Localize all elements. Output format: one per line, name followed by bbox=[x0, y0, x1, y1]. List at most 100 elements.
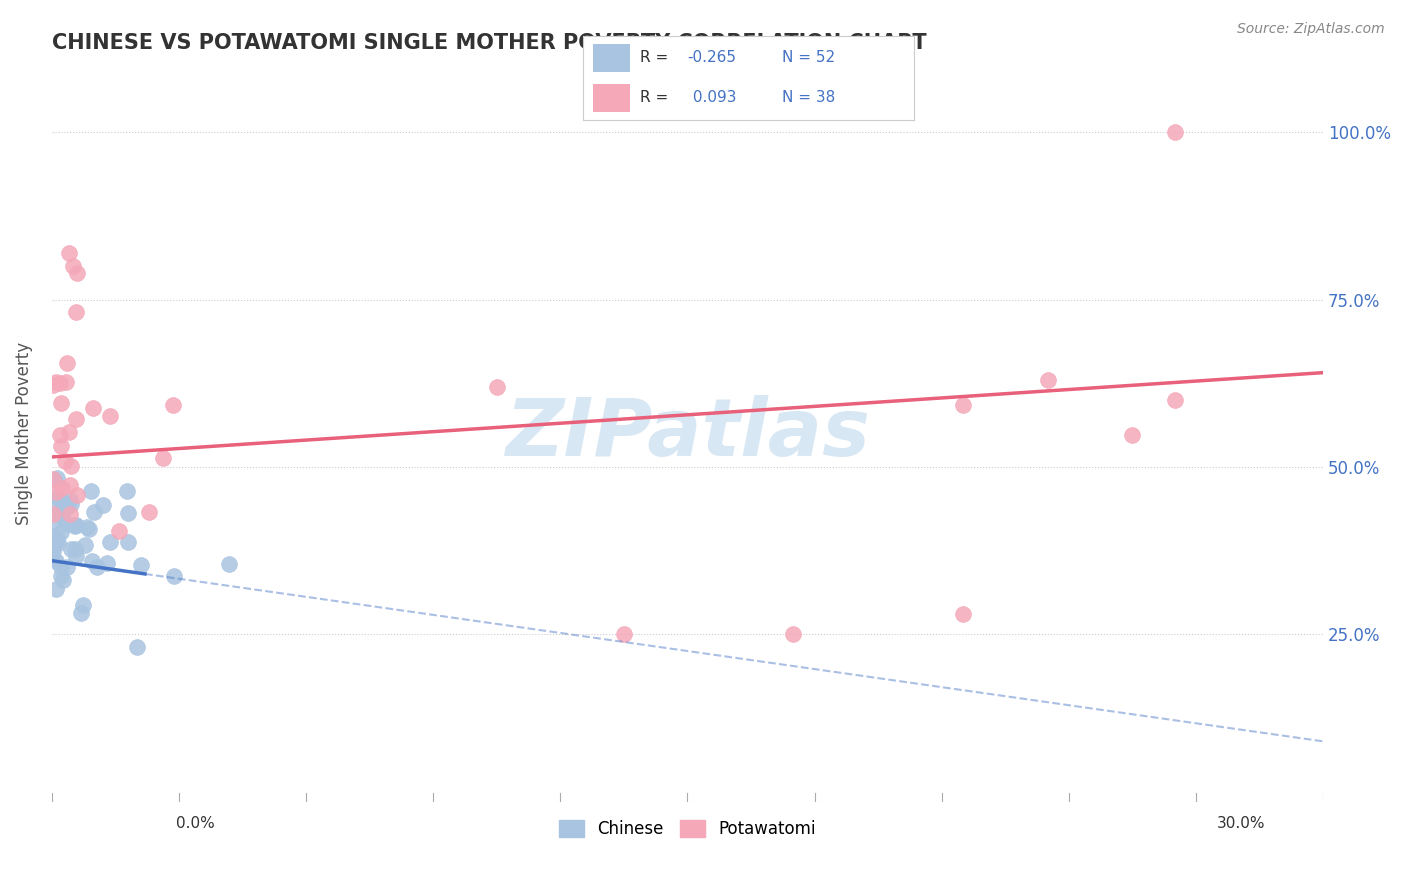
Point bbox=[485, 380, 508, 394]
Point bbox=[76, 520, 98, 534]
Point bbox=[1164, 392, 1187, 407]
Point bbox=[59, 493, 82, 508]
Point bbox=[1036, 373, 1059, 387]
Point bbox=[65, 488, 87, 502]
Point bbox=[49, 439, 72, 453]
Point bbox=[42, 515, 65, 529]
Point bbox=[163, 569, 186, 583]
Point bbox=[44, 538, 66, 552]
Point bbox=[52, 573, 75, 587]
Point bbox=[613, 627, 636, 641]
Text: -0.265: -0.265 bbox=[688, 50, 737, 65]
Point bbox=[70, 606, 93, 620]
Point bbox=[45, 375, 67, 389]
Point bbox=[45, 485, 67, 500]
Text: 30.0%: 30.0% bbox=[1218, 816, 1265, 831]
Point bbox=[65, 411, 87, 425]
Point bbox=[59, 458, 82, 473]
Bar bbox=[593, 44, 630, 72]
Point bbox=[1164, 125, 1187, 139]
Point bbox=[51, 510, 73, 524]
Point bbox=[218, 557, 240, 571]
Text: ZIPatlas: ZIPatlas bbox=[505, 394, 870, 473]
Text: 0.093: 0.093 bbox=[688, 90, 737, 105]
Point bbox=[46, 531, 69, 545]
Point bbox=[65, 518, 87, 533]
Point bbox=[63, 542, 86, 557]
Text: Source: ZipAtlas.com: Source: ZipAtlas.com bbox=[1237, 22, 1385, 37]
Point bbox=[952, 607, 974, 622]
Point bbox=[75, 537, 97, 551]
Point bbox=[42, 472, 65, 486]
Point bbox=[117, 506, 139, 520]
Point bbox=[63, 518, 86, 533]
Point bbox=[63, 517, 86, 532]
Point bbox=[91, 498, 114, 512]
Point bbox=[117, 535, 139, 549]
Point bbox=[52, 502, 75, 516]
Legend: Chinese, Potawatomi: Chinese, Potawatomi bbox=[553, 814, 823, 845]
Point bbox=[42, 473, 65, 487]
Point bbox=[42, 544, 65, 558]
Point bbox=[42, 528, 65, 542]
Point bbox=[952, 398, 974, 412]
Point bbox=[65, 305, 87, 319]
Text: R =: R = bbox=[640, 50, 673, 65]
Point bbox=[49, 559, 72, 574]
Point bbox=[45, 471, 67, 485]
Point bbox=[51, 481, 73, 495]
Point bbox=[83, 505, 105, 519]
Point bbox=[42, 507, 65, 521]
Point bbox=[53, 454, 76, 468]
Point bbox=[107, 524, 129, 538]
Point bbox=[80, 484, 103, 499]
Point bbox=[49, 525, 72, 540]
Point bbox=[49, 569, 72, 583]
Point bbox=[56, 356, 79, 370]
Text: N = 38: N = 38 bbox=[782, 90, 835, 105]
Point bbox=[49, 492, 72, 507]
Point bbox=[42, 550, 65, 565]
Point bbox=[96, 556, 118, 570]
Text: 0.0%: 0.0% bbox=[176, 816, 215, 831]
Point bbox=[45, 534, 67, 549]
Point bbox=[66, 266, 89, 280]
Text: CHINESE VS POTAWATOMI SINGLE MOTHER POVERTY CORRELATION CHART: CHINESE VS POTAWATOMI SINGLE MOTHER POVE… bbox=[52, 33, 927, 53]
Bar bbox=[593, 84, 630, 112]
Point bbox=[127, 640, 149, 654]
Point bbox=[77, 522, 100, 536]
Point bbox=[58, 245, 80, 260]
Point bbox=[129, 558, 152, 572]
Point bbox=[100, 534, 122, 549]
Point bbox=[162, 398, 184, 412]
Point bbox=[72, 598, 94, 612]
Point bbox=[98, 409, 121, 424]
Point bbox=[62, 259, 84, 273]
Point bbox=[56, 500, 79, 514]
Point bbox=[49, 376, 72, 390]
Point bbox=[82, 401, 104, 416]
Y-axis label: Single Mother Poverty: Single Mother Poverty bbox=[15, 342, 32, 525]
Text: R =: R = bbox=[640, 90, 673, 105]
Point bbox=[55, 517, 77, 532]
Point bbox=[782, 627, 804, 641]
Point bbox=[80, 554, 103, 568]
Point bbox=[59, 507, 82, 521]
Point bbox=[45, 490, 67, 504]
Point bbox=[49, 396, 72, 410]
Point bbox=[48, 536, 70, 550]
Point bbox=[42, 377, 65, 392]
Point bbox=[58, 425, 80, 439]
Point bbox=[55, 375, 77, 389]
Point bbox=[45, 493, 67, 508]
Point bbox=[59, 541, 82, 556]
Point bbox=[1121, 428, 1143, 442]
Point bbox=[152, 450, 174, 465]
Point bbox=[59, 497, 82, 511]
Point bbox=[45, 554, 67, 568]
Text: N = 52: N = 52 bbox=[782, 50, 835, 65]
Point bbox=[45, 582, 67, 596]
Point bbox=[56, 559, 79, 574]
Point bbox=[86, 560, 108, 574]
Point bbox=[46, 506, 69, 520]
